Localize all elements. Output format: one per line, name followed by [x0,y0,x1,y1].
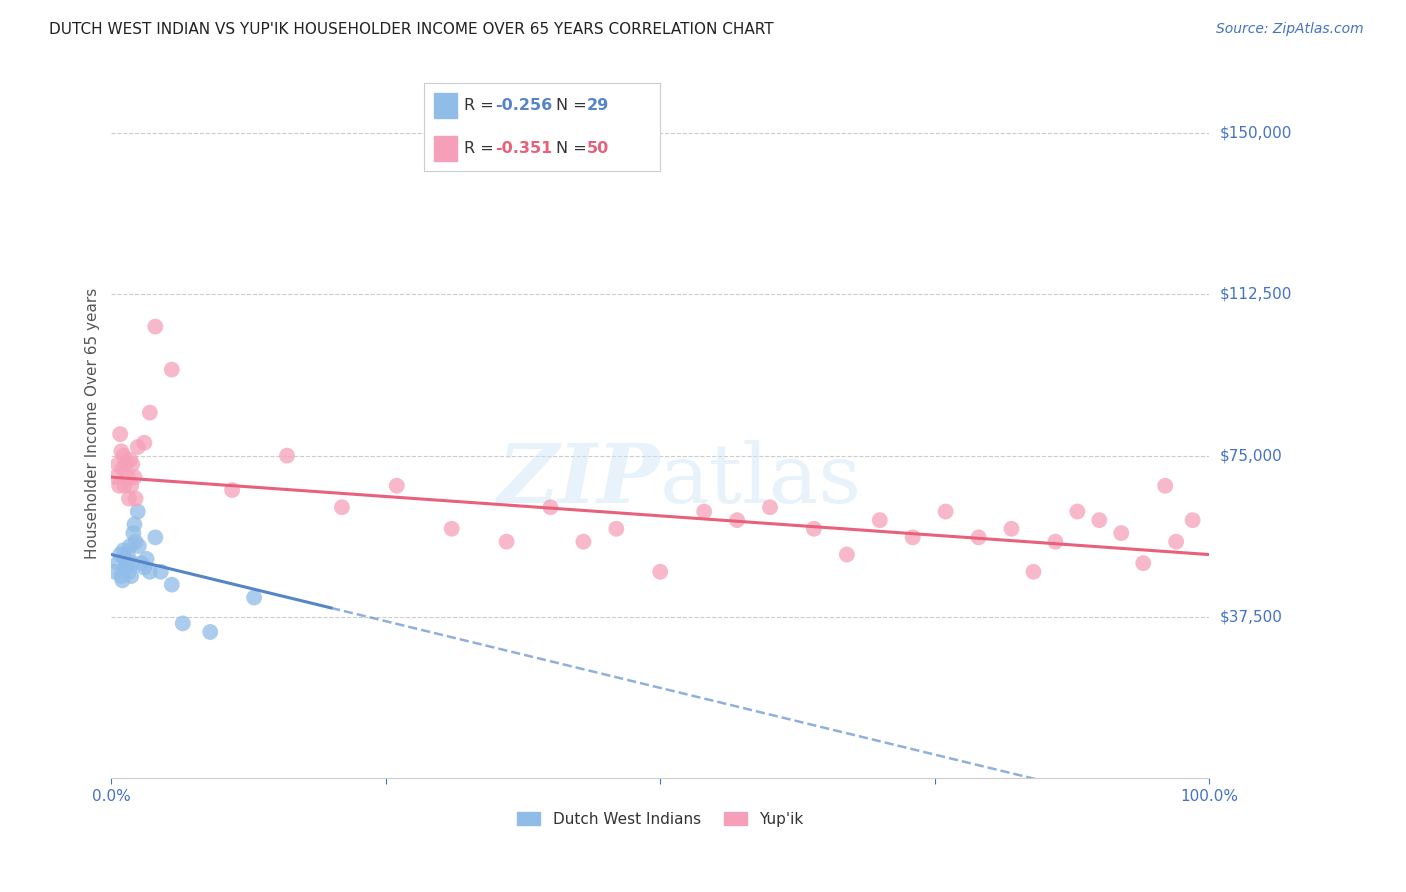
Point [1022,565,1045,579]
Point [1045,534,1067,549]
Point [160,577,183,591]
Point [118,565,141,579]
Point [114,457,136,471]
Point [122,526,145,541]
Point [1088,513,1111,527]
Text: ZIP: ZIP [498,440,661,520]
Point [108,427,131,442]
Point [172,616,194,631]
Point [110,444,132,458]
Text: $37,500: $37,500 [1220,609,1284,624]
Point [117,470,139,484]
Point [129,556,152,570]
Point [114,552,136,566]
Point [124,470,146,484]
Text: $75,000: $75,000 [1220,448,1282,463]
Text: $112,500: $112,500 [1220,287,1292,301]
Point [139,406,162,420]
Point [901,530,924,544]
Point [143,530,166,544]
Text: atlas: atlas [661,440,862,520]
Point [143,319,166,334]
Point [107,556,129,570]
Point [112,449,135,463]
Point [112,543,135,558]
Point [135,552,157,566]
Point [725,513,748,527]
Point [243,591,266,605]
Point [1132,556,1154,570]
Point [108,479,131,493]
Point [111,461,134,475]
Point [935,504,957,518]
Point [650,565,672,579]
Text: $150,000: $150,000 [1220,126,1292,141]
Point [1154,479,1177,493]
Point [221,483,243,497]
Point [134,435,156,450]
Point [120,569,142,583]
Point [869,513,891,527]
Point [139,565,162,579]
Point [835,548,858,562]
Point [111,574,134,588]
Point [120,539,142,553]
Point [967,530,990,544]
Point [759,500,782,515]
Point [121,457,143,471]
Point [495,534,517,549]
Point [128,539,150,553]
Point [803,522,825,536]
Point [110,569,132,583]
Point [200,624,222,639]
Point [605,522,627,536]
Point [120,453,142,467]
Point [330,500,353,515]
Text: DUTCH WEST INDIAN VS YUP'IK HOUSEHOLDER INCOME OVER 65 YEARS CORRELATION CHART: DUTCH WEST INDIAN VS YUP'IK HOUSEHOLDER … [49,22,773,37]
Point [440,522,463,536]
Point [114,560,136,574]
Point [134,560,156,574]
Legend: Dutch West Indians, Yup'ik: Dutch West Indians, Yup'ik [510,804,811,834]
Point [693,504,716,518]
Point [1066,504,1088,518]
Point [160,362,183,376]
Point [117,548,139,562]
Point [118,491,141,506]
Point [1000,522,1022,536]
Point [120,479,142,493]
Point [108,548,131,562]
Point [1109,526,1132,541]
Text: Source: ZipAtlas.com: Source: ZipAtlas.com [1216,22,1364,37]
Point [540,500,562,515]
Point [114,479,136,493]
Point [115,556,138,570]
Point [127,440,149,454]
Y-axis label: Householder Income Over 65 years: Householder Income Over 65 years [86,288,100,559]
Point [127,504,149,518]
Point [149,565,172,579]
Point [121,556,143,570]
Point [104,565,127,579]
Point [124,491,146,506]
Point [276,449,298,463]
Point [104,470,127,484]
Point [124,534,146,549]
Point [385,479,408,493]
Point [124,517,146,532]
Point [1166,534,1188,549]
Point [107,457,129,471]
Point [572,534,595,549]
Point [1181,513,1204,527]
